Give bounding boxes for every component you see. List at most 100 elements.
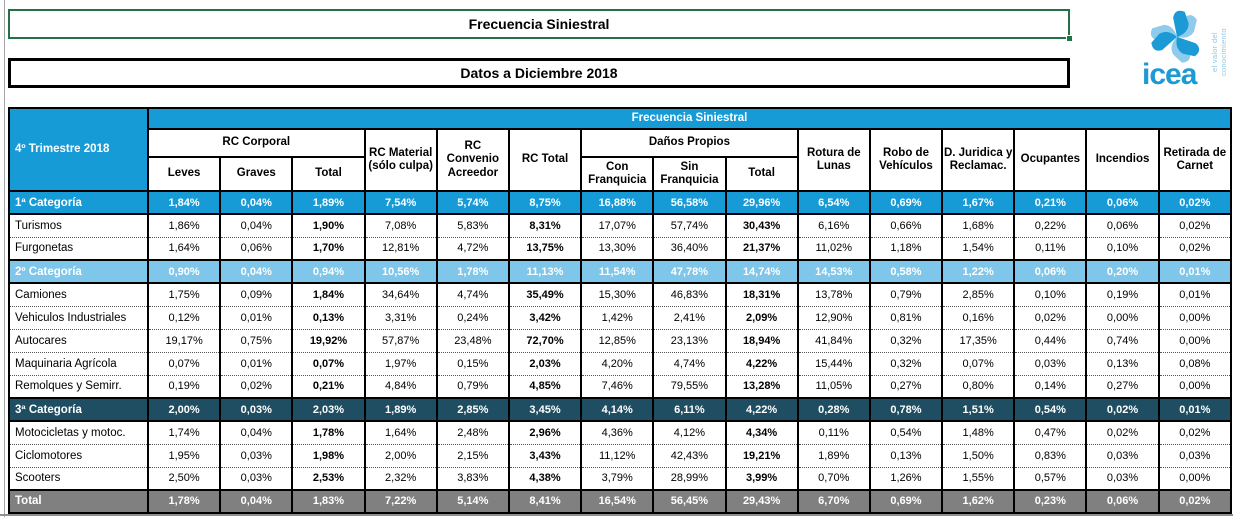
value-cell[interactable]: 4,22% xyxy=(724,351,798,375)
value-cell[interactable]: 7,54% xyxy=(363,190,437,214)
value-cell[interactable]: 13,28% xyxy=(724,374,798,398)
col-con-franquicia[interactable]: Con Franquicia xyxy=(580,157,654,192)
value-cell[interactable]: 1,89% xyxy=(796,443,870,467)
value-cell[interactable]: 8,75% xyxy=(507,190,582,214)
value-cell[interactable]: 0,57% xyxy=(1013,466,1087,490)
value-cell[interactable]: 0,74% xyxy=(1085,328,1159,352)
value-cell[interactable]: 4,85% xyxy=(507,374,582,398)
selection-fill-handle[interactable] xyxy=(1066,35,1073,42)
value-cell[interactable]: 0,07% xyxy=(146,351,221,375)
value-cell[interactable]: 0,07% xyxy=(941,351,1015,375)
row-label[interactable]: Vehiculos Industriales xyxy=(8,305,148,329)
value-cell[interactable]: 11,54% xyxy=(580,259,654,283)
value-cell[interactable]: 0,06% xyxy=(1013,259,1087,283)
value-cell[interactable]: 56,58% xyxy=(652,190,726,214)
value-cell[interactable]: 0,01% xyxy=(219,351,293,375)
value-cell[interactable]: 0,10% xyxy=(1085,236,1159,260)
value-cell[interactable]: 0,32% xyxy=(868,351,943,375)
value-cell[interactable]: 0,14% xyxy=(1013,374,1087,398)
value-cell[interactable]: 0,03% xyxy=(219,466,293,490)
value-cell[interactable]: 0,02% xyxy=(1157,213,1231,237)
value-cell[interactable]: 1,74% xyxy=(146,420,221,444)
value-cell[interactable]: 47,78% xyxy=(652,259,726,283)
value-cell[interactable]: 0,69% xyxy=(868,190,943,214)
value-cell[interactable]: 1,78% xyxy=(435,259,509,283)
value-cell[interactable]: 0,19% xyxy=(146,374,221,398)
value-cell[interactable]: 0,02% xyxy=(1013,305,1087,329)
value-cell[interactable]: 1,98% xyxy=(291,443,365,467)
value-cell[interactable]: 7,46% xyxy=(580,374,654,398)
value-cell[interactable]: 1,90% xyxy=(291,213,365,237)
value-cell[interactable]: 1,67% xyxy=(941,190,1015,214)
value-cell[interactable]: 16,88% xyxy=(580,190,654,214)
value-cell[interactable]: 0,81% xyxy=(868,305,943,329)
value-cell[interactable]: 0,04% xyxy=(219,190,293,214)
value-cell[interactable]: 6,11% xyxy=(652,397,726,421)
value-cell[interactable]: 0,04% xyxy=(219,259,293,283)
col-sin-franquicia[interactable]: Sin Franquicia xyxy=(652,157,726,192)
value-cell[interactable]: 15,30% xyxy=(580,282,654,306)
value-cell[interactable]: 5,74% xyxy=(435,190,509,214)
value-cell[interactable]: 0,22% xyxy=(1013,213,1087,237)
value-cell[interactable]: 3,43% xyxy=(507,443,582,467)
value-cell[interactable]: 2,53% xyxy=(291,466,365,490)
value-cell[interactable]: 0,03% xyxy=(219,397,293,421)
value-cell[interactable]: 0,00% xyxy=(1157,374,1231,398)
value-cell[interactable]: 56,45% xyxy=(652,489,726,513)
value-cell[interactable]: 0,80% xyxy=(941,374,1015,398)
value-cell[interactable]: 0,58% xyxy=(868,259,943,283)
value-cell[interactable]: 1,83% xyxy=(291,489,365,513)
value-cell[interactable]: 29,96% xyxy=(724,190,798,214)
value-cell[interactable]: 0,04% xyxy=(219,213,293,237)
value-cell[interactable]: 0,00% xyxy=(1085,305,1159,329)
value-cell[interactable]: 4,22% xyxy=(724,397,798,421)
value-cell[interactable]: 0,00% xyxy=(1157,466,1231,490)
value-cell[interactable]: 0,70% xyxy=(796,466,870,490)
value-cell[interactable]: 0,04% xyxy=(219,420,293,444)
value-cell[interactable]: 2,85% xyxy=(435,397,509,421)
value-cell[interactable]: 0,28% xyxy=(796,397,870,421)
row-label[interactable]: Scooters xyxy=(8,466,148,490)
value-cell[interactable]: 11,05% xyxy=(796,374,870,398)
value-cell[interactable]: 0,01% xyxy=(1157,282,1231,306)
value-cell[interactable]: 3,31% xyxy=(363,305,437,329)
value-cell[interactable]: 3,45% xyxy=(507,397,582,421)
value-cell[interactable]: 17,35% xyxy=(941,328,1015,352)
value-cell[interactable]: 0,02% xyxy=(1157,236,1231,260)
row-label[interactable]: Furgonetas xyxy=(8,236,148,260)
value-cell[interactable]: 2,50% xyxy=(146,466,221,490)
value-cell[interactable]: 0,79% xyxy=(435,374,509,398)
col-total-danos[interactable]: Total xyxy=(724,157,798,192)
value-cell[interactable]: 2,85% xyxy=(941,282,1015,306)
value-cell[interactable]: 4,20% xyxy=(580,351,654,375)
value-cell[interactable]: 4,84% xyxy=(363,374,437,398)
value-cell[interactable]: 0,01% xyxy=(219,305,293,329)
value-cell[interactable]: 1,62% xyxy=(941,489,1015,513)
row-label[interactable]: Maquinaria Agrícola xyxy=(8,351,148,375)
value-cell[interactable]: 0,54% xyxy=(868,420,943,444)
value-cell[interactable]: 4,74% xyxy=(652,351,726,375)
value-cell[interactable]: 0,06% xyxy=(1085,489,1159,513)
col-rc-convenio[interactable]: RC Convenio Acreedor xyxy=(435,129,509,192)
value-cell[interactable]: 7,08% xyxy=(363,213,437,237)
value-cell[interactable]: 1,64% xyxy=(363,420,437,444)
value-cell[interactable]: 4,38% xyxy=(507,466,582,490)
col-graves[interactable]: Graves xyxy=(219,157,293,192)
value-cell[interactable]: 1,68% xyxy=(941,213,1015,237)
value-cell[interactable]: 1,18% xyxy=(868,236,943,260)
value-cell[interactable]: 3,42% xyxy=(507,305,582,329)
value-cell[interactable]: 0,02% xyxy=(1157,420,1231,444)
value-cell[interactable]: 1,97% xyxy=(363,351,437,375)
value-cell[interactable]: 0,06% xyxy=(1085,213,1159,237)
value-cell[interactable]: 0,13% xyxy=(1085,351,1159,375)
value-cell[interactable]: 6,16% xyxy=(796,213,870,237)
value-cell[interactable]: 72,70% xyxy=(507,328,582,352)
value-cell[interactable]: 0,01% xyxy=(1157,397,1231,421)
value-cell[interactable]: 0,78% xyxy=(868,397,943,421)
row-label[interactable]: 3ª Categoría xyxy=(8,397,148,421)
value-cell[interactable]: 1,86% xyxy=(146,213,221,237)
value-cell[interactable]: 19,92% xyxy=(291,328,365,352)
value-cell[interactable]: 2,32% xyxy=(363,466,437,490)
col-rc-material[interactable]: RC Material (sólo culpa) xyxy=(363,129,437,192)
value-cell[interactable]: 17,07% xyxy=(580,213,654,237)
